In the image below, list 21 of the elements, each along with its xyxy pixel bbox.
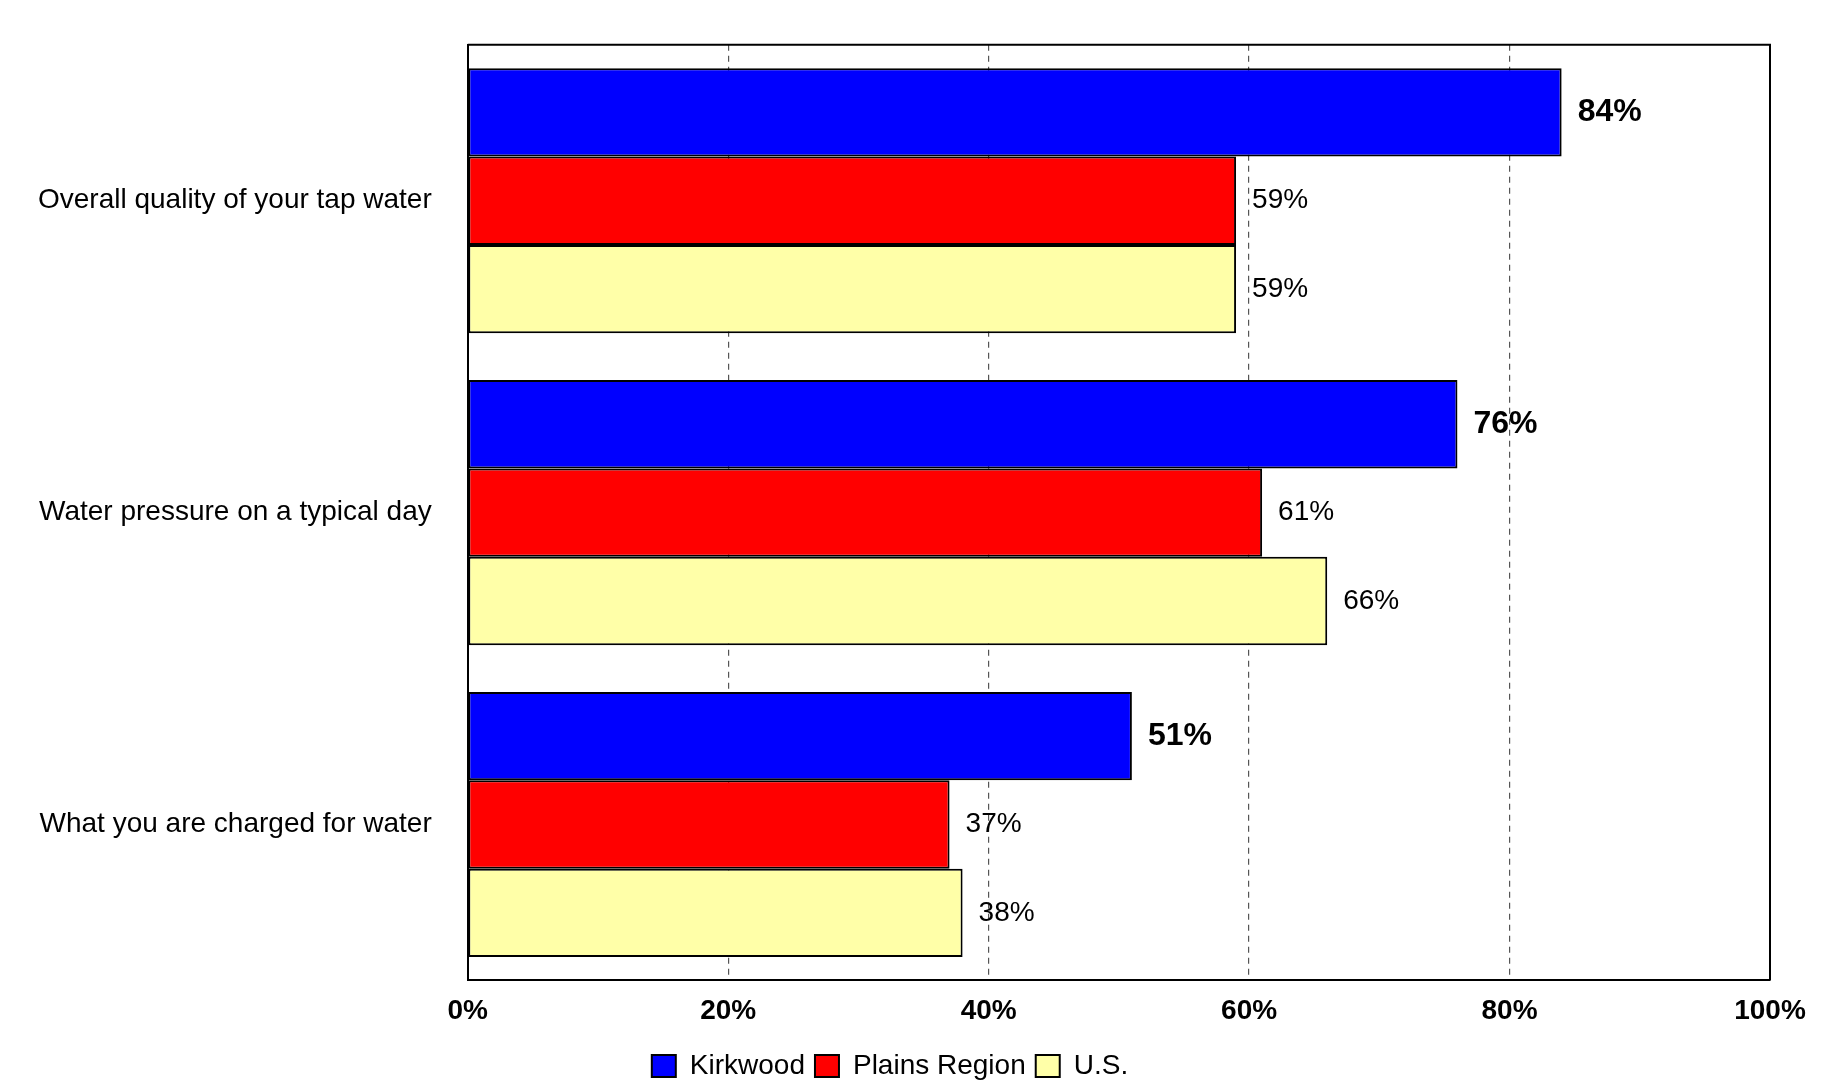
legend-label: Plains Region — [852, 1048, 1026, 1080]
data-label: 61% — [1278, 495, 1335, 527]
x-tick-label: 20% — [700, 993, 757, 1025]
y-tick-label: Overall quality of your tap water — [37, 183, 432, 215]
data-label: 59% — [1252, 183, 1309, 215]
data-label: 51% — [1147, 715, 1212, 752]
x-tick-label: 100% — [1734, 993, 1806, 1025]
y-tick-label: Water pressure on a typical day — [39, 495, 432, 527]
data-label: 59% — [1252, 271, 1309, 303]
x-tick-label: 80% — [1481, 993, 1538, 1025]
data-label: 84% — [1577, 92, 1642, 129]
legend-label: U.S. — [1073, 1048, 1129, 1080]
x-tick-label: 40% — [960, 993, 1017, 1025]
data-label: 37% — [965, 807, 1022, 839]
data-label: 38% — [978, 895, 1035, 927]
data-label: 66% — [1343, 583, 1400, 615]
data-label: 76% — [1473, 404, 1538, 441]
legend-label: Kirkwood — [689, 1048, 805, 1080]
x-tick-label: 60% — [1221, 993, 1278, 1025]
y-tick-label: What you are charged for water — [39, 807, 432, 839]
x-tick-label: 0% — [447, 993, 489, 1025]
